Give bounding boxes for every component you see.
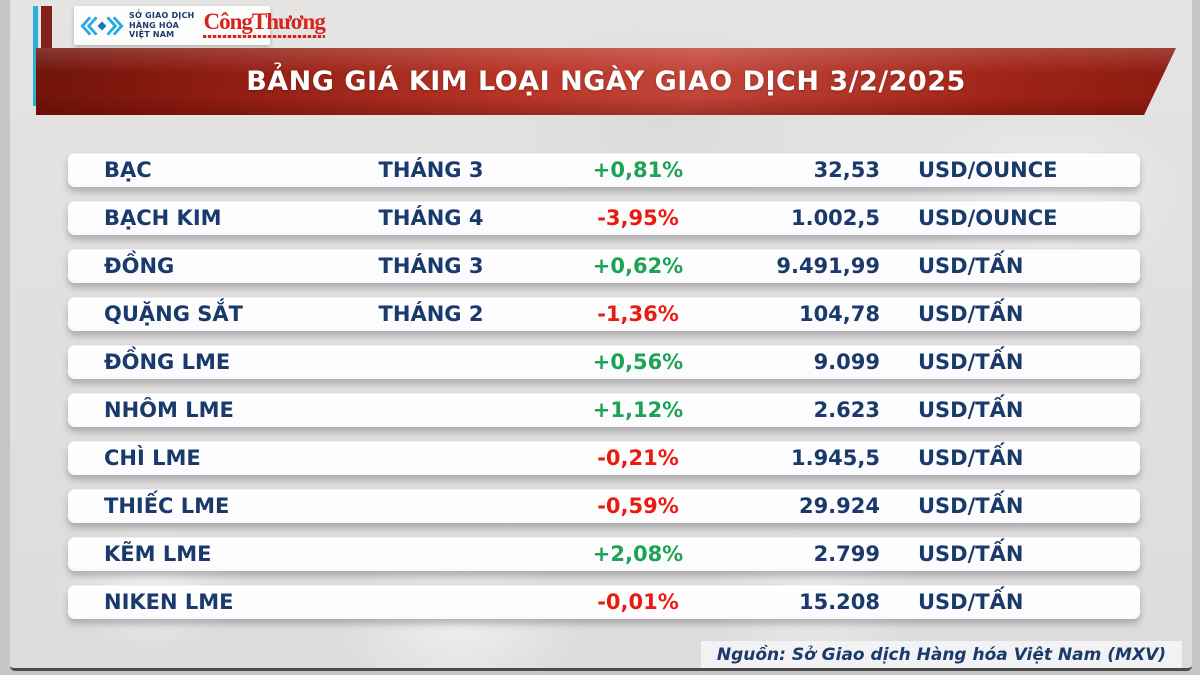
congthuong-tagline <box>203 34 325 38</box>
change-percent: +0,81% <box>592 158 684 182</box>
change-percent: -0,59% <box>597 494 679 518</box>
price-value: 1.002,5 <box>790 206 880 230</box>
commodity-name: KẼM LME <box>104 542 212 566</box>
change-percent: +0,56% <box>592 350 684 374</box>
commodity-name: BẠC <box>104 158 152 182</box>
price-value: 9.491,99 <box>776 254 880 278</box>
table-row: THIẾC LME -0,59% 29.924 USD/TẤN <box>68 489 1140 523</box>
commodity-name: BẠCH KIM <box>104 206 222 230</box>
change-percent: -0,21% <box>597 446 679 470</box>
source-footer: Nguồn: Sở Giao dịch Hàng hóa Việt Nam (M… <box>700 641 1182 668</box>
table-row: ĐỒNG LME +0,56% 9.099 USD/TẤN <box>68 345 1140 379</box>
price-unit: USD/OUNCE <box>918 158 1058 182</box>
commodity-name: THIẾC LME <box>104 494 230 518</box>
commodity-name: CHÌ LME <box>104 446 201 470</box>
price-value: 15.208 <box>798 590 880 614</box>
commodity-name: NIKEN LME <box>104 590 234 614</box>
price-value: 2.799 <box>813 542 880 566</box>
contract-month: THÁNG 2 <box>378 302 484 326</box>
mxv-logo-icon <box>80 14 124 38</box>
congthuong-logo: CôngThương <box>203 10 326 38</box>
brand-logo-box: SỞ GIAO DỊCH HÀNG HÓA VIỆT NAM CôngThươn… <box>74 6 326 45</box>
price-unit: USD/OUNCE <box>918 206 1058 230</box>
contract-month: THÁNG 4 <box>378 206 484 230</box>
table-row: NHÔM LME +1,12% 2.623 USD/TẤN <box>68 393 1140 427</box>
price-unit: USD/TẤN <box>918 494 1024 518</box>
table-row: NIKEN LME -0,01% 15.208 USD/TẤN <box>68 585 1140 619</box>
table-row: ĐỒNG THÁNG 3 +0,62% 9.491,99 USD/TẤN <box>68 249 1140 283</box>
commodity-name: NHÔM LME <box>104 398 234 422</box>
price-unit: USD/TẤN <box>918 350 1024 374</box>
price-value: 9.099 <box>813 350 880 374</box>
price-value: 32,53 <box>813 158 880 182</box>
table-row: CHÌ LME -0,21% 1.945,5 USD/TẤN <box>68 441 1140 475</box>
accent-stripe-cyan <box>33 6 38 106</box>
commodity-name: QUẶNG SẮT <box>104 302 243 326</box>
change-percent: +0,62% <box>592 254 684 278</box>
price-table: BẠC THÁNG 3 +0,81% 32,53 USD/OUNCE BẠCH … <box>68 153 1140 633</box>
price-value: 2.623 <box>813 398 880 422</box>
price-unit: USD/TẤN <box>918 398 1024 422</box>
change-percent: -3,95% <box>597 206 679 230</box>
contract-month: THÁNG 3 <box>378 158 484 182</box>
price-unit: USD/TẤN <box>918 302 1024 326</box>
price-unit: USD/TẤN <box>918 446 1024 470</box>
change-percent: -1,36% <box>597 302 679 326</box>
change-percent: -0,01% <box>597 590 679 614</box>
contract-month: THÁNG 3 <box>378 254 484 278</box>
page-title: BẢNG GIÁ KIM LOẠI NGÀY GIAO DỊCH 3/2/202… <box>246 66 966 97</box>
content-panel: SỞ GIAO DỊCH HÀNG HÓA VIỆT NAM CôngThươn… <box>10 0 1192 671</box>
price-value: 29.924 <box>798 494 880 518</box>
table-row: QUẶNG SẮT THÁNG 2 -1,36% 104,78 USD/TẤN <box>68 297 1140 331</box>
change-percent: +2,08% <box>592 542 684 566</box>
price-unit: USD/TẤN <box>918 590 1024 614</box>
table-row: BẠC THÁNG 3 +0,81% 32,53 USD/OUNCE <box>68 153 1140 187</box>
mxv-name: SỞ GIAO DỊCH HÀNG HÓA VIỆT NAM <box>129 11 195 40</box>
change-percent: +1,12% <box>592 398 684 422</box>
table-row: BẠCH KIM THÁNG 4 -3,95% 1.002,5 USD/OUNC… <box>68 201 1140 235</box>
price-value: 104,78 <box>798 302 880 326</box>
price-value: 1.945,5 <box>790 446 880 470</box>
table-row: KẼM LME +2,08% 2.799 USD/TẤN <box>68 537 1140 571</box>
price-unit: USD/TẤN <box>918 254 1024 278</box>
price-unit: USD/TẤN <box>918 542 1024 566</box>
commodity-name: ĐỒNG <box>104 254 175 278</box>
commodity-name: ĐỒNG LME <box>104 350 231 374</box>
source-text: Nguồn: Sở Giao dịch Hàng hóa Việt Nam (M… <box>716 644 1166 665</box>
title-banner: BẢNG GIÁ KIM LOẠI NGÀY GIAO DỊCH 3/2/202… <box>36 48 1176 115</box>
